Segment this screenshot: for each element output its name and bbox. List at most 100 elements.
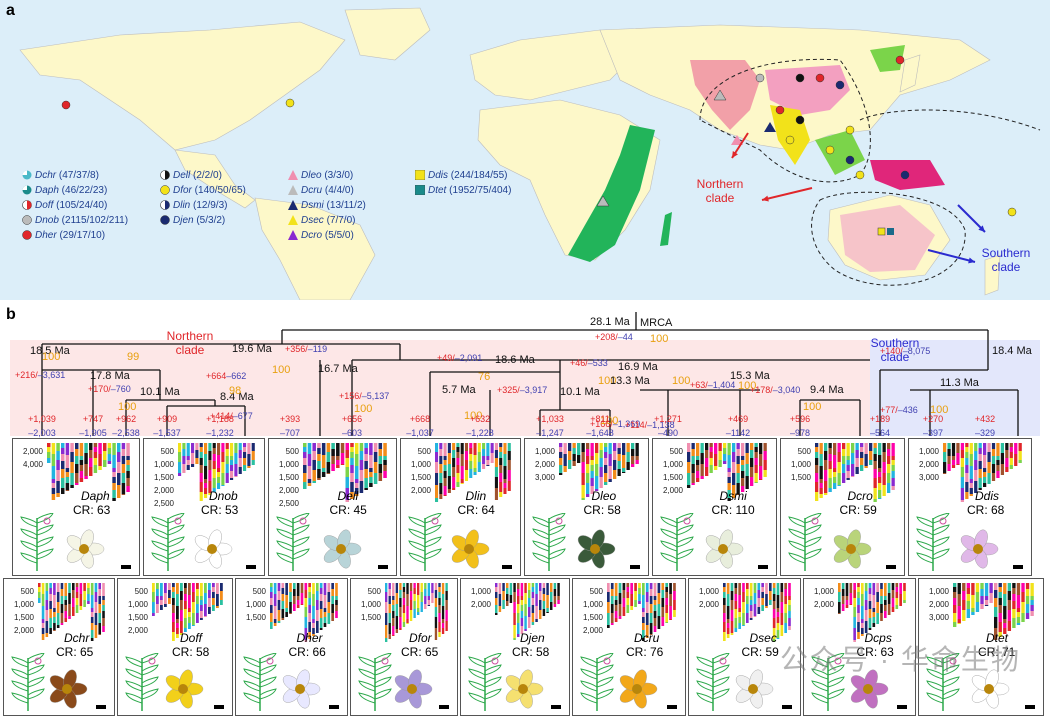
- chromosome-segment: [887, 593, 891, 604]
- chromosome-segment: [182, 456, 186, 464]
- chromosome-segment: [696, 471, 700, 478]
- chromosome-segment: [402, 613, 406, 622]
- scale-bar: [214, 705, 224, 709]
- chromosome-segment: [285, 583, 288, 595]
- chromosome-segment: [882, 473, 886, 485]
- chromosome-segment: [409, 610, 413, 621]
- chromosome-segment: [868, 618, 872, 628]
- plant-leaf: [596, 653, 614, 664]
- plant-leaf: [532, 516, 550, 528]
- chromosome-segment: [855, 467, 859, 474]
- panel-cr: CR: 59: [741, 645, 779, 659]
- chromosome-segment: [649, 613, 653, 623]
- chromosome-segment: [947, 456, 951, 464]
- chromosome-segment: [176, 606, 179, 619]
- chromosome-segment: [745, 464, 749, 476]
- chromosome-segment: [56, 493, 60, 497]
- plant-leaf: [676, 524, 694, 536]
- chromosome-segment: [868, 628, 872, 630]
- chromosome-segment: [819, 494, 823, 498]
- tip-gain-11: +1,271: [654, 414, 682, 424]
- chromosome-segment: [94, 613, 98, 625]
- plant-leaf: [660, 540, 678, 552]
- chromosome-segment: [319, 609, 323, 618]
- plant-leaf: [932, 513, 950, 524]
- chromosome-segment: [49, 601, 52, 609]
- chromosome-segment: [196, 589, 199, 596]
- chromosome-segment: [503, 454, 507, 466]
- chromosome-segment: [1009, 443, 1013, 447]
- chromosome-segment: [861, 583, 864, 594]
- tip-loss-4: –1,232: [206, 428, 234, 438]
- chromosome-segment: [225, 473, 229, 483]
- chromosome-segment: [878, 498, 882, 499]
- chromosome-segment: [47, 458, 51, 463]
- chromosome-segment: [186, 456, 190, 460]
- species-panel-dsec: 1,000 2,000 Dsec CR: 59: [688, 578, 801, 716]
- node-gain: +156/: [339, 391, 362, 401]
- chromosome-segment: [385, 583, 388, 592]
- scale-bar: [1025, 705, 1035, 709]
- chromosome-segment: [392, 596, 395, 600]
- scale-bar: [1013, 565, 1023, 569]
- chromosome-segment: [966, 588, 971, 594]
- chromosome-segment: [447, 453, 451, 464]
- chromosome-segment: [965, 465, 969, 473]
- chromosome-segment: [477, 462, 481, 472]
- chromosome-segment: [464, 443, 469, 451]
- chromosome-segment: [776, 612, 780, 617]
- chromosome-segment: [172, 613, 175, 622]
- chromosome-segment: [364, 469, 368, 478]
- chromosome-segment: [723, 632, 726, 641]
- chromosome-segment: [736, 443, 740, 449]
- chromosome-segment: [234, 476, 238, 477]
- chromosome-segment: [604, 452, 608, 458]
- chromosome-segment: [503, 443, 507, 454]
- chromosome-segment: [319, 601, 323, 609]
- chromosome-segment: [563, 454, 567, 466]
- plant-flower: [43, 517, 51, 525]
- chromosome-segment: [303, 447, 307, 452]
- chromosome-segment: [117, 462, 121, 473]
- chromosome-segment: [784, 623, 787, 633]
- flower-center: [518, 684, 528, 694]
- chromosome-segment: [61, 448, 65, 454]
- chromosome-segment: [51, 443, 56, 454]
- chromosome-segment: [553, 604, 557, 607]
- chromosome-segment: [84, 453, 88, 464]
- plant-leaf: [276, 516, 294, 528]
- chromosome-segment: [878, 443, 882, 455]
- species-panel-dell: 500 1,000 1,500 2,000 2,500 Dell CR: 45: [268, 438, 397, 576]
- chromosome-segment: [851, 443, 855, 453]
- plant-leaf: [36, 513, 54, 524]
- chromosome-segment: [572, 448, 576, 454]
- chromosome-segment: [68, 593, 71, 604]
- chromosome-segment: [788, 583, 791, 596]
- chromosome-segment: [75, 456, 79, 464]
- chromosome-segment: [772, 609, 776, 618]
- chromosome-segment: [622, 443, 626, 455]
- marker-11: [855, 170, 865, 180]
- chromosome-segment: [838, 613, 841, 614]
- chromosome-segment: [152, 613, 155, 616]
- node-loss: –2,091: [455, 353, 483, 363]
- species-panel-dcru: 500 1,000 1,500 2,000 Dcru CR: 76: [572, 578, 686, 716]
- chromosome-segment: [956, 464, 960, 465]
- plant-leaf: [532, 528, 550, 540]
- chromosome-segment: [378, 443, 383, 449]
- chromosome-segment: [156, 596, 159, 604]
- chromosome-segment: [293, 583, 296, 589]
- chromosome-segment: [53, 595, 56, 608]
- chromosome-segment: [653, 596, 657, 600]
- chromosome-segment: [1007, 583, 1012, 591]
- chromosome-segment: [392, 618, 395, 626]
- chromosome-segment: [661, 607, 665, 617]
- plant-leaf: [424, 548, 442, 560]
- chromosome-segment: [853, 607, 856, 617]
- chromosome-segment: [741, 460, 745, 465]
- chromosome-segment: [732, 462, 736, 473]
- y-tick-label: 1,500: [245, 613, 266, 622]
- chromosome-segment: [47, 443, 51, 447]
- chromosome-segment: [957, 594, 961, 606]
- node-change-6: +414/–677: [210, 411, 253, 421]
